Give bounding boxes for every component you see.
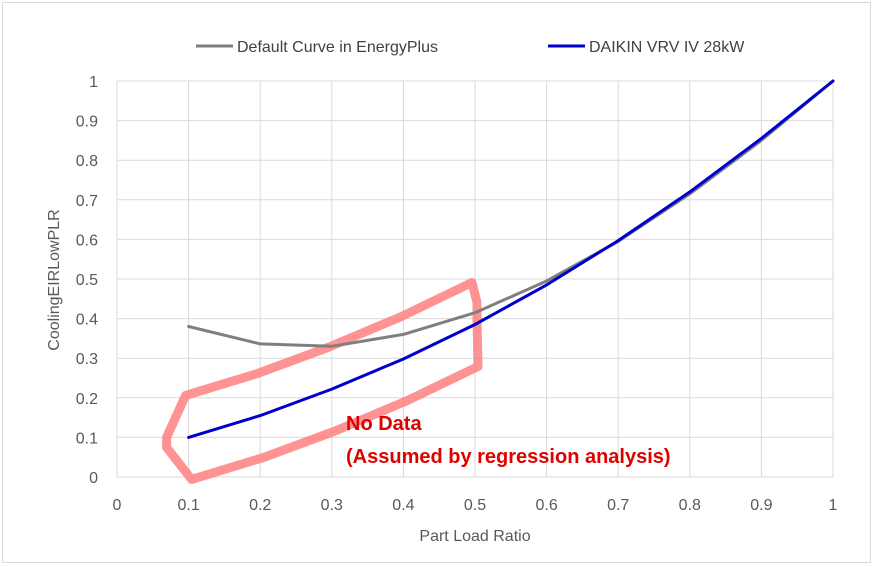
no-data-highlight-loop	[162, 278, 483, 484]
legend: Default Curve in EnergyPlus DAIKIN VRV I…	[196, 39, 745, 56]
x-tick-label: 0.8	[679, 497, 701, 514]
y-tick-label: 0.7	[76, 193, 98, 210]
series-line-daikin	[187, 79, 835, 439]
y-tick-label: 1	[89, 74, 98, 91]
y-tick-label: 0.5	[76, 272, 98, 289]
x-axis-ticks: 0 0.1 0.2 0.3 0.4 0.5 0.6 0.7 0.8 0.9 1	[113, 497, 838, 514]
legend-label-daikin: DAIKIN VRV IV 28kW	[589, 39, 745, 56]
y-tick-label: 0.4	[76, 312, 98, 329]
x-tick-label: 0.2	[249, 497, 271, 514]
y-axis-title: CoolingEIRLowPLR	[46, 209, 63, 350]
annotation-no-data: No Data	[346, 413, 422, 435]
x-tick-label: 0.4	[392, 497, 414, 514]
grid	[116, 80, 834, 478]
x-tick-label: 0.7	[607, 497, 629, 514]
y-tick-label: 0.9	[76, 114, 98, 131]
y-tick-label: 0.6	[76, 232, 98, 249]
series-line-default-curve	[187, 79, 835, 348]
series-lines	[187, 79, 835, 439]
y-tick-label: 0	[89, 470, 98, 487]
x-tick-label: 0.6	[535, 497, 557, 514]
x-tick-label: 0.3	[321, 497, 343, 514]
y-tick-label: 0.1	[76, 430, 98, 447]
y-axis-ticks: 0 0.1 0.2 0.3 0.4 0.5 0.6 0.7 0.8 0.9 1	[76, 74, 98, 487]
annotation-assumed: (Assumed by regression analysis)	[346, 446, 671, 468]
x-tick-label: 0	[113, 497, 122, 514]
y-tick-label: 0.8	[76, 153, 98, 170]
no-data-highlight	[162, 278, 483, 484]
y-tick-label: 0.2	[76, 391, 98, 408]
x-tick-label: 0.5	[464, 497, 486, 514]
x-tick-label: 0.1	[177, 497, 199, 514]
legend-label-default: Default Curve in EnergyPlus	[237, 39, 438, 56]
x-axis-title: Part Load Ratio	[419, 528, 530, 545]
x-tick-label: 0.9	[750, 497, 772, 514]
x-tick-label: 1	[829, 497, 838, 514]
y-tick-label: 0.3	[76, 351, 98, 368]
